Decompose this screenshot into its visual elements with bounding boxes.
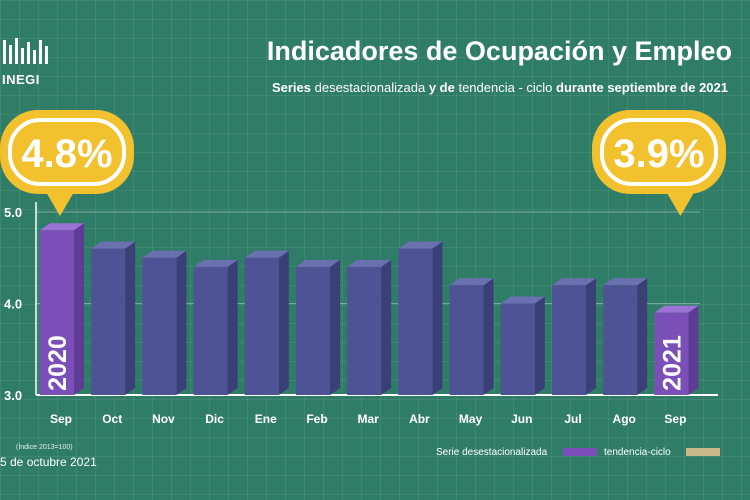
bar-top xyxy=(398,241,443,249)
bar-side xyxy=(381,259,392,395)
x-tick-label: Jul xyxy=(564,412,581,426)
bar-top xyxy=(603,278,648,286)
callout-pointer xyxy=(46,192,74,216)
y-tick-label: 5.0 xyxy=(4,205,22,220)
subtitle-part: Series xyxy=(271,80,311,95)
bar-side xyxy=(586,278,596,395)
bar xyxy=(654,312,689,395)
bar-side xyxy=(176,250,187,395)
callout-ring xyxy=(600,118,718,186)
bar-top xyxy=(193,259,238,267)
bar-top xyxy=(500,296,545,304)
x-tick-label: Feb xyxy=(306,412,327,426)
index-note: (Índice 2013=100) xyxy=(16,444,73,451)
bar-year-label: 2021 xyxy=(658,335,686,391)
x-tick-label: Oct xyxy=(102,412,122,426)
x-tick-label: Ene xyxy=(255,412,277,426)
bar-side xyxy=(330,259,340,395)
bar xyxy=(193,266,228,395)
bar xyxy=(347,266,382,395)
callout-value-label: 3.9% xyxy=(613,132,704,176)
bar-side xyxy=(483,278,494,395)
bar xyxy=(500,303,535,395)
bar xyxy=(142,257,177,395)
legend-label-trend: tendencia-ciclo xyxy=(604,447,671,458)
inegi-logo-icon xyxy=(3,38,48,64)
x-tick-label: Nov xyxy=(152,412,175,426)
callout-pointer xyxy=(666,192,695,216)
bar xyxy=(398,248,433,395)
bar-side xyxy=(688,305,699,395)
x-tick-label: May xyxy=(459,412,483,426)
bar xyxy=(296,266,330,395)
callout-ring xyxy=(8,118,126,186)
bar-top xyxy=(40,223,84,231)
bar-top xyxy=(91,241,136,249)
subtitle-part: desestacionalizada xyxy=(314,80,426,95)
bar-top xyxy=(654,305,699,313)
bar xyxy=(244,257,279,395)
x-tick-label: Sep xyxy=(664,412,686,426)
date-note: 5 de octubre 2021 xyxy=(0,455,97,469)
bar-side xyxy=(432,241,443,395)
bar-top xyxy=(296,259,340,267)
x-tick-label: Mar xyxy=(358,412,380,426)
y-tick-label: 4.0 xyxy=(4,297,22,312)
x-tick-label: Jun xyxy=(511,412,532,426)
x-tick-label: Dic xyxy=(205,412,224,426)
bar xyxy=(91,248,126,395)
legend-label-seasonal: Serie desestacionalizada xyxy=(436,447,548,458)
bar xyxy=(603,285,638,395)
x-tick-label: Ago xyxy=(613,412,636,426)
bar-top xyxy=(244,250,289,258)
bar-top xyxy=(552,278,596,286)
bar-top xyxy=(142,250,187,258)
subtitle-part: y de xyxy=(428,80,455,95)
page-title: Indicadores de Ocupación y Empleo xyxy=(266,36,732,66)
bar-year-label: 2020 xyxy=(44,335,72,391)
bar-side xyxy=(278,250,289,395)
bar-side xyxy=(534,296,545,395)
callout-bubble xyxy=(0,110,134,194)
x-tick-label: Sep xyxy=(50,412,72,426)
x-tick-label: Abr xyxy=(409,412,430,426)
subtitle-part: tendencia - ciclo xyxy=(458,80,553,95)
bar xyxy=(449,285,484,395)
subtitle-part: durante septiembre de 2021 xyxy=(556,80,728,95)
page-subtitle: Series desestacionalizada y de tendencia… xyxy=(272,80,728,95)
callout-value-label: 4.8% xyxy=(21,132,112,176)
logo-text: INEGI xyxy=(2,72,40,87)
legend-swatch-trend xyxy=(686,448,720,456)
callout-bubble xyxy=(592,110,726,194)
y-tick-label: 3.0 xyxy=(4,388,22,403)
bar xyxy=(552,285,586,395)
bar xyxy=(40,230,74,395)
bar-top xyxy=(449,278,494,286)
bar-side xyxy=(125,241,136,395)
bar-side xyxy=(637,278,648,395)
bar-side xyxy=(74,223,84,395)
legend-swatch-seasonal xyxy=(563,448,597,456)
bar-top xyxy=(347,259,392,267)
bar-side xyxy=(227,259,238,395)
